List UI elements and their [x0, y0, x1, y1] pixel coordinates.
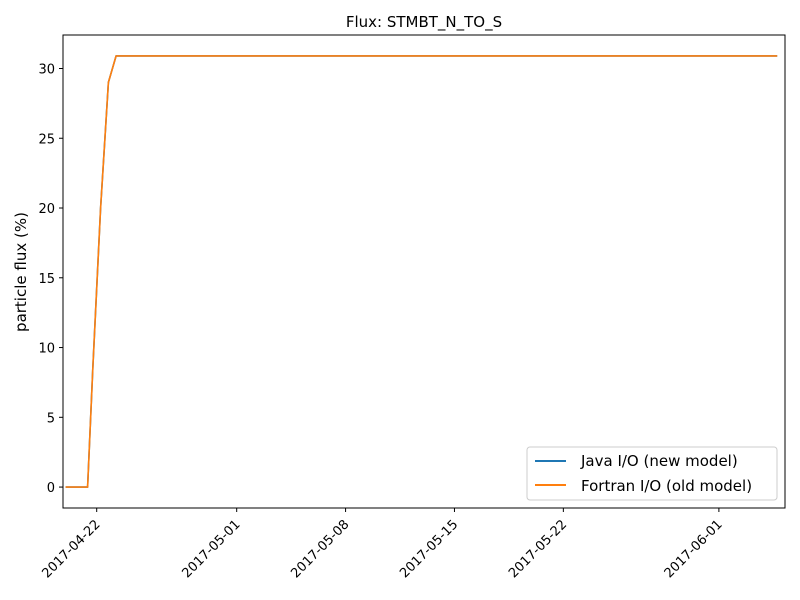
y-axis: 0 5 10 15 20 25 30 [38, 62, 63, 496]
series-layer [65, 55, 778, 488]
x-tick-label: 2017-05-01 [179, 517, 243, 581]
x-tick-label: 2017-04-22 [39, 517, 103, 581]
legend-label-fortran: Fortran I/O (old model) [581, 477, 752, 495]
y-tick-label: 20 [38, 202, 55, 217]
x-tick-label: 2017-05-15 [397, 517, 461, 581]
legend-label-java: Java I/O (new model) [580, 452, 738, 470]
y-tick-label: 0 [47, 481, 55, 496]
chart-title: Flux: STMBT_N_TO_S [346, 13, 502, 32]
series-line-1 [65, 55, 778, 488]
x-tick-label: 2017-06-01 [662, 517, 726, 581]
x-tick-label: 2017-05-22 [506, 517, 570, 581]
y-axis-label: particle flux (%) [12, 212, 30, 332]
series-line-0 [65, 55, 778, 488]
plot-area [62, 34, 786, 509]
legend-box [526, 446, 778, 501]
y-tick-label: 10 [38, 342, 55, 357]
legend: Java I/O (new model) Fortran I/O (old mo… [526, 446, 778, 501]
y-tick-label: 5 [47, 411, 55, 426]
y-tick-label: 25 [38, 132, 55, 147]
y-tick-label: 30 [38, 62, 55, 77]
plot-frame [62, 34, 786, 509]
x-tick-label: 2017-05-08 [288, 517, 352, 581]
x-axis: 2017-04-22 2017-05-01 2017-05-08 2017-05-15… [39, 508, 726, 581]
y-tick-label: 15 [38, 272, 55, 287]
